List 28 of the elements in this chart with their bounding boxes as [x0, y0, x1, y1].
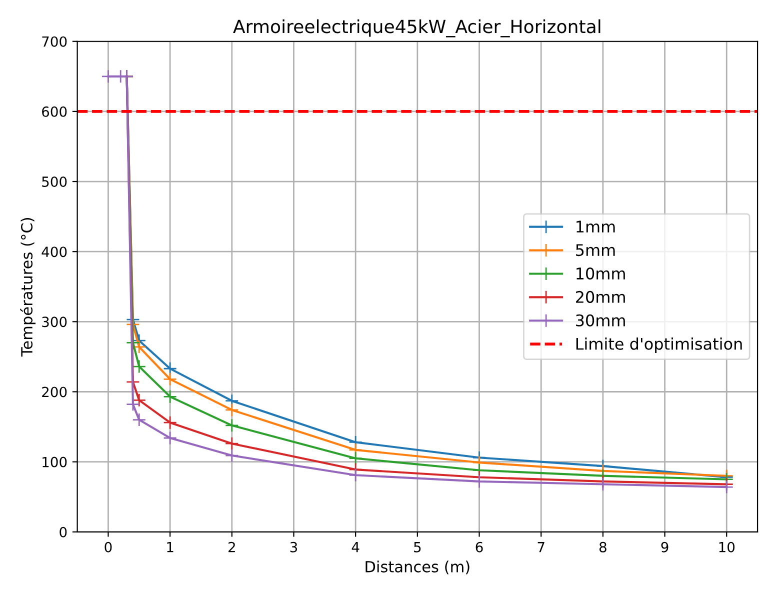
x-tick-label: 6	[476, 542, 483, 552]
x-tick-label: 9	[661, 542, 668, 552]
y-tick-label: 400	[42, 246, 67, 258]
x-tick-label: 3	[290, 542, 298, 552]
x-tick-label: 7	[538, 542, 544, 552]
legend-label: 5mm	[576, 244, 615, 256]
x-tick-label: 8	[599, 542, 606, 552]
legend-label: 10mm	[576, 267, 625, 280]
x-tick-label: 4	[352, 542, 360, 552]
chart-title: Armoireelectrique45kW_Acier_Horizontal	[233, 19, 600, 38]
legend-label: 30mm	[576, 314, 625, 326]
y-axis-title: Températures (°C)	[20, 218, 36, 357]
x-axis-title: Distances (m)	[366, 560, 470, 574]
y-tick-label: 600	[42, 106, 67, 117]
y-tick-label: 700	[42, 36, 67, 47]
y-tick-label: 300	[42, 316, 67, 328]
x-tick-label: 1	[167, 542, 174, 552]
legend-label: 20mm	[576, 290, 625, 303]
y-tick-label: 500	[42, 176, 67, 187]
x-tick-label: 5	[414, 542, 421, 552]
y-tick-label: 0	[60, 526, 67, 538]
legend-label: Limite d'optimisation	[576, 338, 742, 353]
y-tick-label: 100	[42, 456, 67, 468]
y-tick-label: 200	[42, 386, 67, 398]
x-tick-label: 0	[104, 542, 112, 552]
x-tick-label: 10	[719, 542, 735, 552]
legend-label: 1mm	[576, 220, 615, 232]
x-tick-label: 2	[228, 542, 235, 552]
